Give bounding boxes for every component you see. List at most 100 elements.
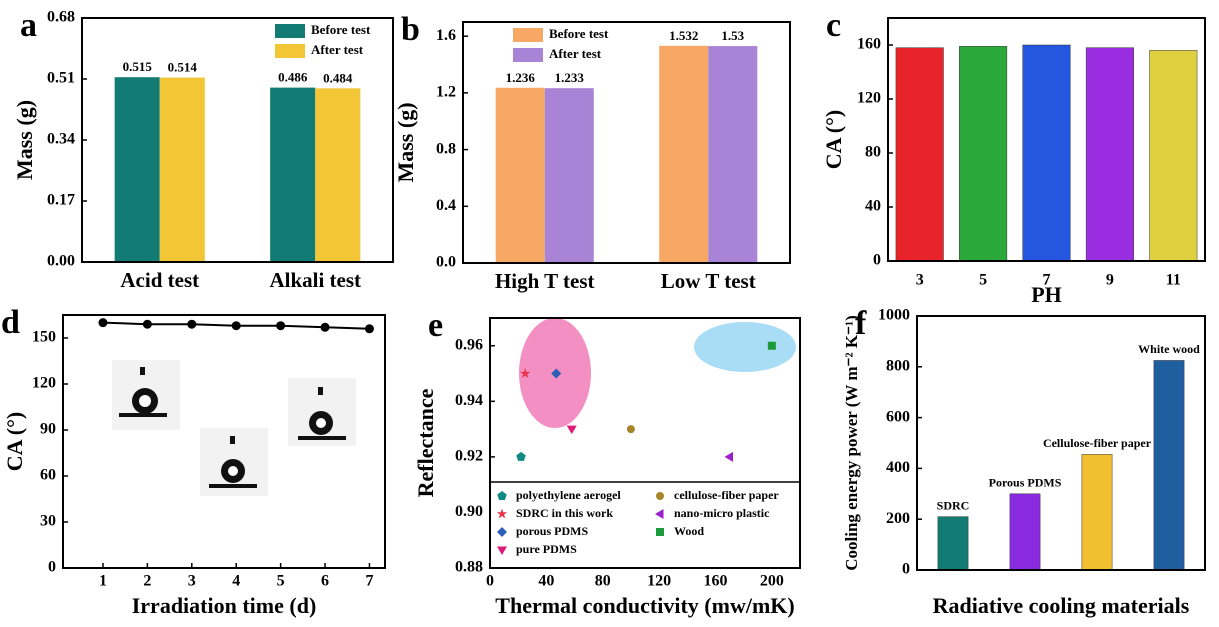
bar (270, 87, 316, 263)
point (516, 451, 526, 461)
legend-label: Wood (674, 524, 704, 538)
point (519, 368, 531, 379)
x-tick-label: 3 (916, 272, 924, 289)
y-tick-label: 60 (40, 467, 56, 484)
y-tick-label: 0.94 (455, 392, 483, 409)
x-tick-label: Acid test (120, 268, 199, 292)
legend-marker (497, 546, 507, 555)
bar (114, 77, 160, 263)
x-axis-label: PH (1031, 282, 1062, 307)
value-label: 0.486 (278, 70, 308, 85)
value-label: 0.515 (123, 59, 153, 74)
x-tick-label: 2 (143, 573, 151, 590)
bar (315, 88, 361, 263)
bar (1153, 360, 1185, 571)
y-tick-label: 1000 (878, 307, 910, 324)
highlight-ellipse (694, 322, 796, 372)
value-label: 0.514 (168, 60, 198, 75)
panel-label: c (826, 7, 841, 44)
marker (276, 321, 286, 331)
y-tick-label: 0.34 (47, 131, 75, 148)
y-tick-label: 1.6 (436, 27, 456, 44)
y-tick-label: 0 (873, 252, 881, 269)
plot-frame (887, 17, 1206, 262)
y-tick-label: 0.88 (455, 559, 483, 576)
panel-label: d (1, 304, 20, 341)
x-tick-label: 3 (188, 573, 196, 590)
legend-label: After test (549, 46, 602, 61)
legend-label: Before test (549, 26, 609, 41)
droplet-inset (200, 428, 268, 496)
marker (231, 321, 241, 331)
y-tick-label: 200 (886, 510, 910, 527)
plot-frame (462, 21, 791, 264)
x-tick-label: 160 (703, 573, 727, 590)
value-label: 1.236 (506, 70, 536, 85)
y-tick-label: 0.4 (436, 197, 456, 214)
bar (495, 87, 545, 263)
y-tick-label: 600 (886, 408, 910, 425)
legend-label: nano-micro plastic (674, 506, 770, 520)
bar (1085, 47, 1134, 262)
bar-label: SDRC (937, 498, 970, 512)
x-tick-label: Alkali test (269, 268, 361, 292)
legend-marker (497, 491, 507, 501)
y-tick-label: 0.0 (436, 254, 456, 271)
legend-label: After test (311, 42, 364, 57)
point (724, 451, 734, 462)
y-tick-label: 0.17 (47, 192, 75, 209)
y-axis-label: CA (°) (2, 412, 27, 472)
x-tick-label: 11 (1166, 272, 1181, 289)
y-tick-label: 0 (902, 561, 910, 578)
legend-label: porous PDMS (516, 524, 588, 538)
x-tick-label: 80 (595, 573, 611, 590)
y-tick-label: 0.68 (47, 9, 75, 26)
y-tick-label: 0.51 (47, 70, 75, 87)
value-label: 1.53 (721, 28, 744, 43)
y-tick-label: 0.92 (455, 448, 483, 465)
legend-swatch (513, 28, 543, 42)
bar (659, 45, 709, 264)
y-tick-label: 90 (40, 421, 56, 438)
y-axis-label: Mass (g) (12, 100, 37, 180)
y-axis-label: CA (°) (821, 110, 846, 170)
y-axis-label: Cooling energy power (W m⁻² K⁻¹) (842, 315, 861, 571)
marker (142, 319, 152, 329)
bar (708, 46, 758, 263)
legend-swatch (513, 48, 543, 62)
x-tick-label: 6 (321, 573, 329, 590)
legend-marker (496, 508, 508, 519)
y-axis-label: Reflectance (413, 388, 438, 497)
droplet-inset (112, 360, 180, 430)
legend-label: pure PDMS (516, 542, 577, 556)
legend-marker (656, 528, 664, 536)
plot-frame (62, 314, 386, 569)
legend-label: Before test (311, 22, 371, 37)
x-tick-label: 4 (232, 573, 240, 590)
marker (320, 322, 330, 332)
legend-marker (497, 527, 507, 537)
bar (1149, 50, 1198, 262)
y-tick-label: 0 (48, 559, 56, 576)
y-tick-label: 120 (32, 375, 56, 392)
plot-frame (489, 317, 801, 569)
x-tick-label: 7 (365, 573, 373, 590)
y-tick-label: 400 (886, 459, 910, 476)
legend-marker (656, 492, 664, 500)
x-axis-label: Irradiation time (d) (132, 593, 317, 618)
x-tick-label: 1 (99, 573, 107, 590)
x-tick-label: 120 (647, 573, 671, 590)
y-tick-label: 0.96 (455, 336, 483, 353)
plot-frame (81, 17, 394, 263)
value-label: 1.233 (555, 70, 585, 85)
y-tick-label: 40 (865, 198, 881, 215)
bar-label: White wood (1138, 342, 1200, 356)
x-tick-label: Low T test (661, 269, 756, 293)
panel-label: f (855, 305, 867, 342)
legend-label: SDRC in this work (516, 506, 613, 520)
y-axis-label: Mass (g) (393, 102, 418, 182)
point (767, 341, 776, 350)
legend-swatch (275, 24, 305, 38)
